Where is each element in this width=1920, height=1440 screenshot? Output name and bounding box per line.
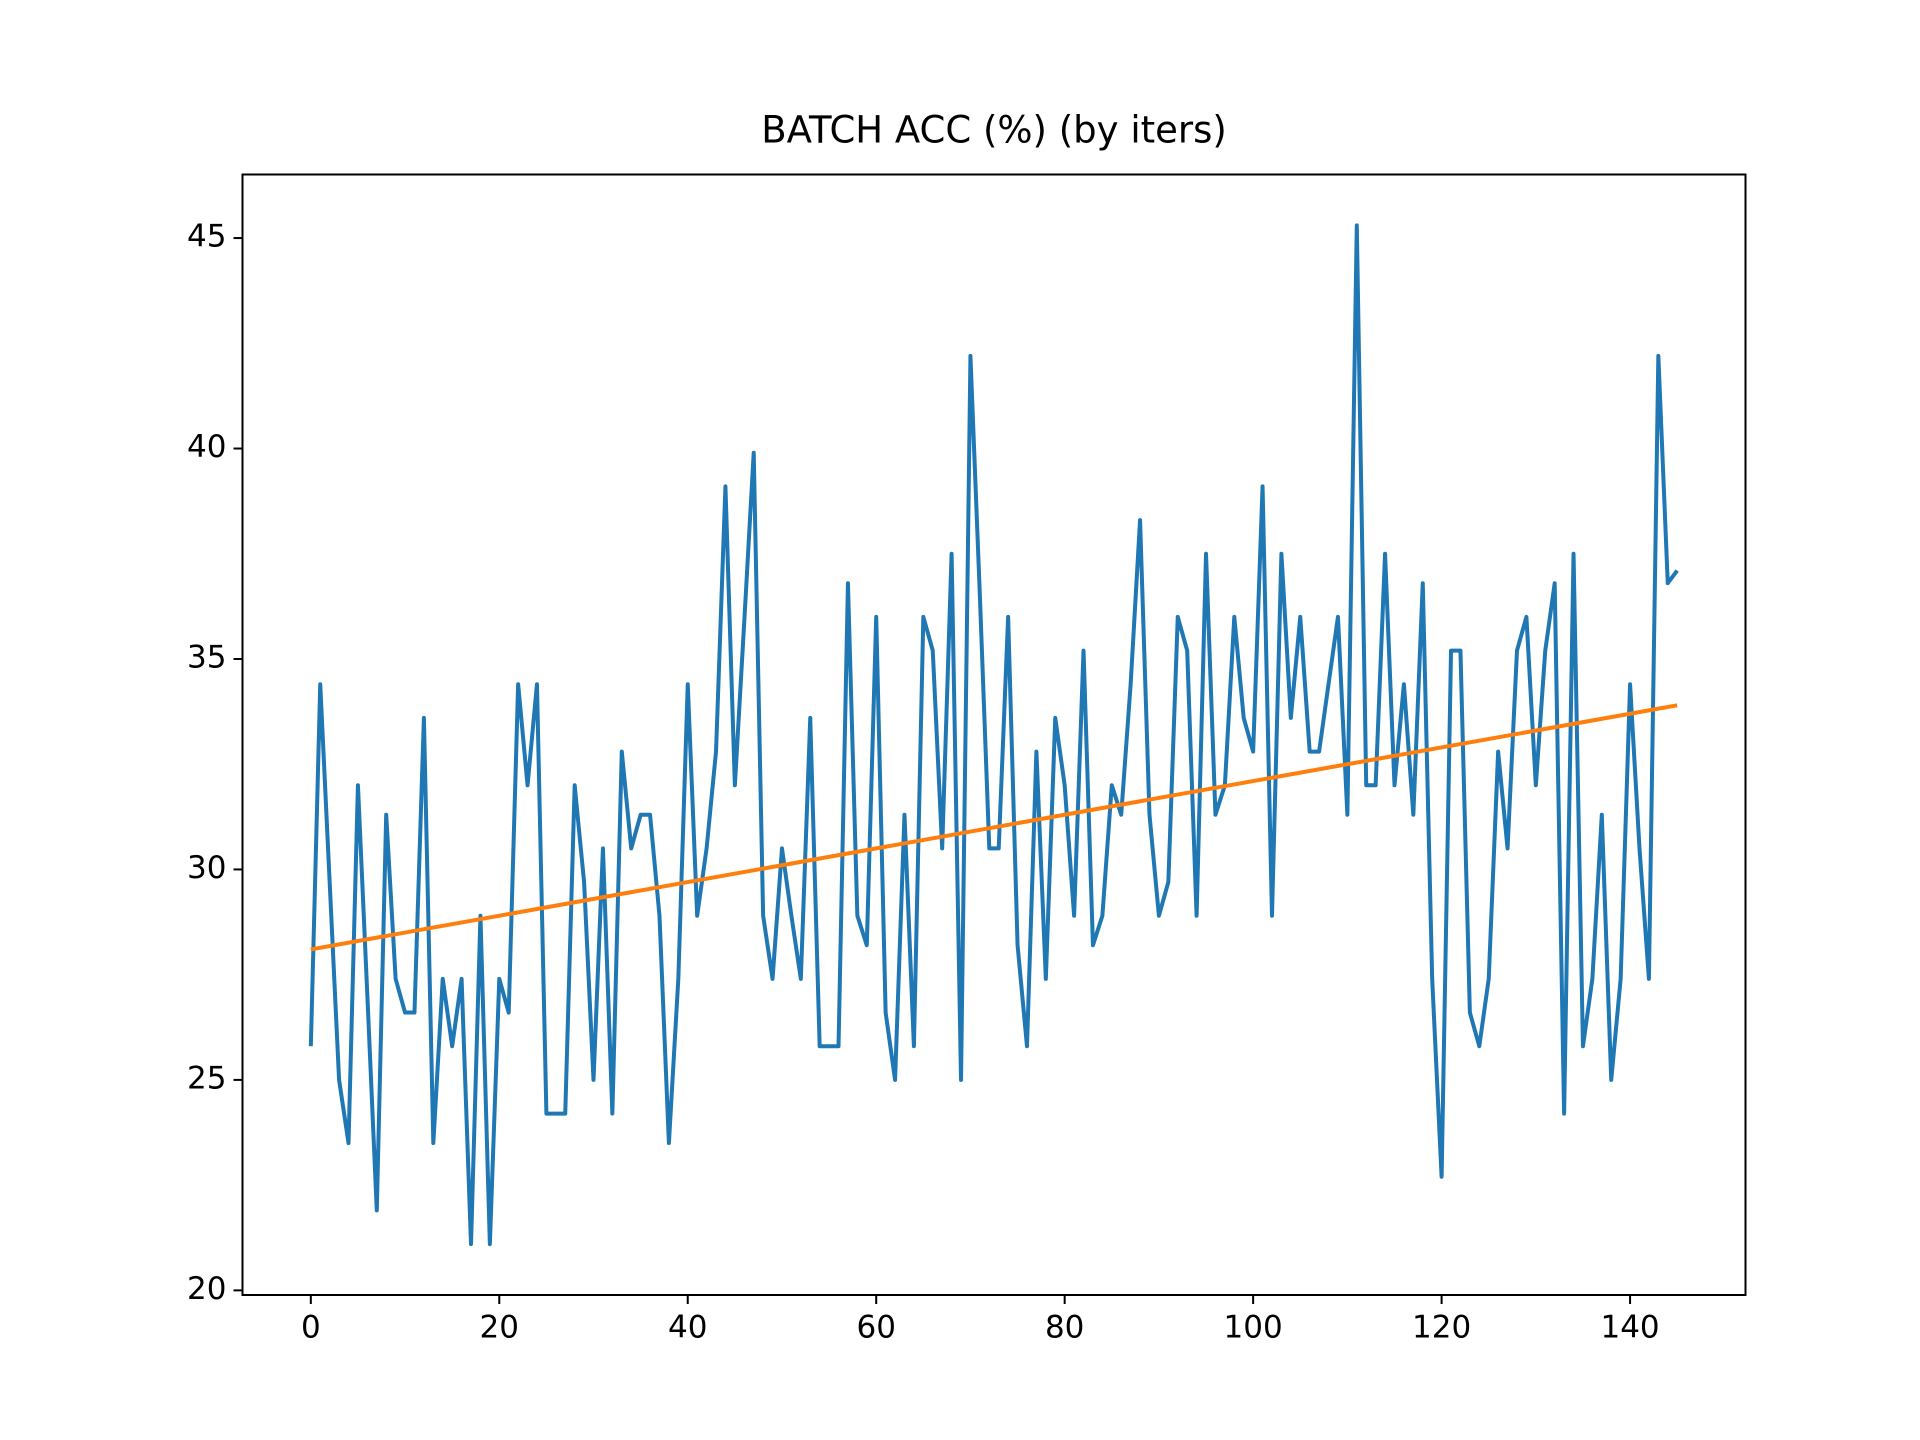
x-tick-label: 140	[1600, 1310, 1659, 1346]
x-tick-label: 40	[668, 1310, 707, 1346]
x-tick-label: 120	[1412, 1310, 1471, 1346]
x-tick-label: 60	[856, 1310, 895, 1346]
x-tick-label: 20	[480, 1310, 519, 1346]
x-tick-label: 100	[1224, 1310, 1283, 1346]
chart-title: BATCH ACC (%) (by iters)	[761, 109, 1227, 152]
plot-frame	[241, 173, 1747, 1296]
y-tick-label: 45	[187, 219, 226, 255]
y-tick-label: 20	[187, 1271, 226, 1307]
y-tick-label: 40	[187, 429, 226, 465]
y-tick-label: 35	[187, 639, 226, 675]
x-tick-label: 80	[1045, 1310, 1084, 1346]
y-tick-label: 25	[187, 1060, 226, 1096]
y-tick-label: 30	[187, 850, 226, 886]
x-tick-label: 0	[301, 1310, 321, 1346]
data-line	[308, 223, 1679, 1247]
data-line	[310, 703, 1678, 952]
